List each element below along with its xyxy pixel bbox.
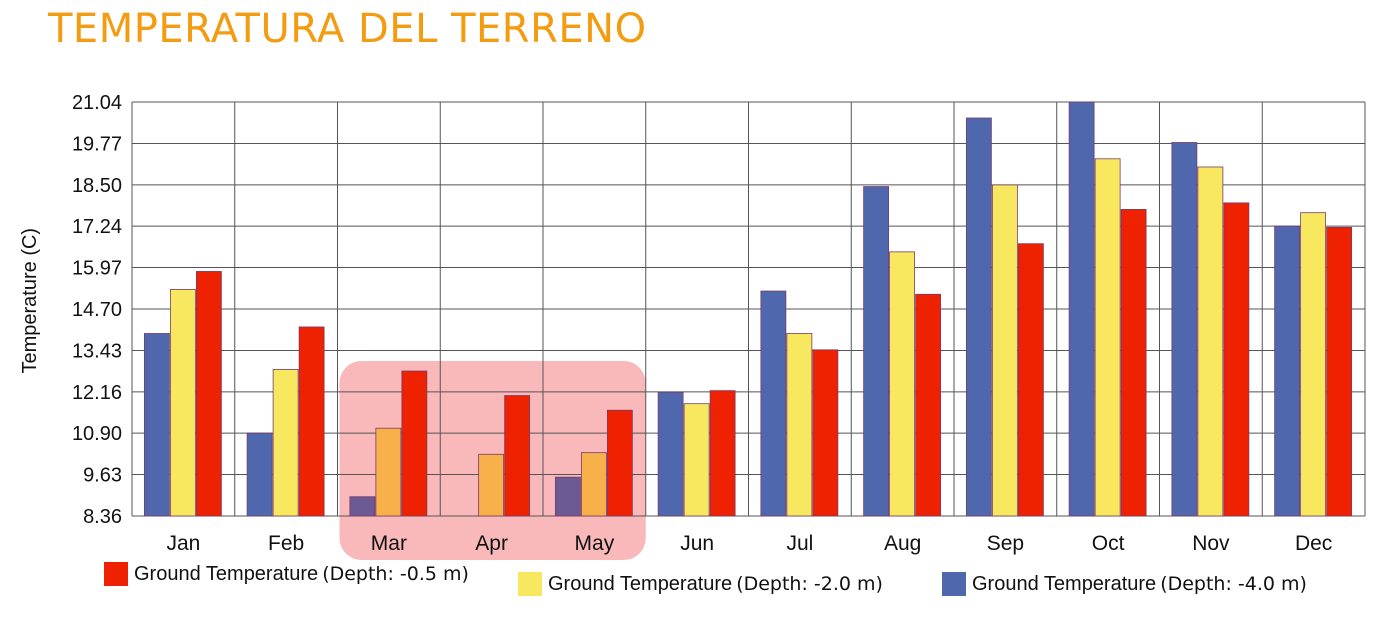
x-tick-label: Dec xyxy=(1295,532,1332,555)
bar-may-depth-2-0 xyxy=(580,452,607,517)
y-tick-label: 21.04 xyxy=(72,92,122,114)
bar-may-depth-4-0 xyxy=(554,476,581,517)
bar-nov-depth-0-5 xyxy=(1223,202,1250,517)
legend-label: Ground Temperature xyxy=(972,572,1157,595)
y-tick-label: 12.16 xyxy=(72,382,122,404)
bar-jan-depth-2-0 xyxy=(169,289,196,517)
legend-label: Ground Temperature xyxy=(548,572,733,595)
bar-aug-depth-4-0 xyxy=(863,186,890,517)
bar-feb-depth-0-5 xyxy=(298,326,325,517)
bar-jun-depth-0-5 xyxy=(709,390,736,517)
bar-jun-depth-4-0 xyxy=(657,391,684,517)
y-tick-label: 13.43 xyxy=(72,340,122,362)
x-tick-label: Nov xyxy=(1192,532,1230,555)
bar-may-depth-0-5 xyxy=(606,409,633,517)
bar-oct-depth-2-0 xyxy=(1094,158,1121,517)
x-tick-labels: Jan Feb Mar Apr May Jun Jul Aug Sep Oct Nov Dec xyxy=(166,532,1332,555)
legend-depth: (Depth: -0.5 m) xyxy=(322,563,469,585)
bar-jan-depth-4-0 xyxy=(143,333,170,517)
x-tick-label: Apr xyxy=(475,532,508,555)
bar-jul-depth-0-5 xyxy=(812,349,839,517)
legend-item-depth-2-0: Ground Temperature (Depth: -2.0 m) xyxy=(518,572,883,596)
x-tick-label: Jun xyxy=(680,532,714,555)
x-tick-label: Jan xyxy=(166,532,200,555)
y-tick-label: 18.50 xyxy=(72,175,122,197)
bar-aug-depth-0-5 xyxy=(915,293,942,517)
bar-dec-depth-2-0 xyxy=(1300,212,1327,517)
y-axis-label: Temperature (C) xyxy=(19,228,41,374)
bar-apr-depth-0-5 xyxy=(504,395,531,517)
y-tick-label: 15.97 xyxy=(72,258,122,280)
bar-oct-depth-4-0 xyxy=(1068,101,1095,517)
x-tick-label: Jul xyxy=(786,532,813,555)
bar-nov-depth-4-0 xyxy=(1171,142,1198,517)
bar-mar-depth-0-5 xyxy=(401,370,428,517)
x-tick-label: Aug xyxy=(884,532,921,555)
x-tick-label: Sep xyxy=(987,532,1024,555)
page-title: TEMPERATURA DEL TERRENO xyxy=(48,6,647,52)
y-tick-label: 19.77 xyxy=(72,133,122,155)
y-tick-label: 10.90 xyxy=(72,423,122,445)
bar-apr-depth-2-0 xyxy=(478,453,505,517)
bars xyxy=(143,101,1353,517)
legend-swatch-yellow xyxy=(518,572,542,596)
bar-mar-depth-2-0 xyxy=(375,427,402,517)
bar-dec-depth-0-5 xyxy=(1326,226,1353,517)
y-tick-label: 9.63 xyxy=(83,465,122,487)
bar-nov-depth-2-0 xyxy=(1197,166,1224,517)
bar-feb-depth-4-0 xyxy=(246,432,273,517)
bar-sep-depth-2-0 xyxy=(991,184,1018,517)
x-tick-label: May xyxy=(575,532,615,555)
y-tick-labels: 21.04 19.77 18.50 17.24 15.97 14.70 13.43 12.16… xyxy=(72,92,122,528)
bar-sep-depth-0-5 xyxy=(1017,243,1044,517)
x-tick-label: Feb xyxy=(268,532,304,555)
y-tick-label: 17.24 xyxy=(72,216,122,238)
y-tick-label: 14.70 xyxy=(72,299,122,321)
bar-dec-depth-4-0 xyxy=(1274,225,1301,517)
grid xyxy=(131,101,1366,517)
bar-jan-depth-0-5 xyxy=(195,271,222,517)
legend-item-depth-4-0: Ground Temperature (Depth: -4.0 m) xyxy=(942,572,1307,596)
bar-jun-depth-2-0 xyxy=(683,403,710,517)
legend-label: Ground Temperature xyxy=(134,562,319,585)
legend-depth: (Depth: -2.0 m) xyxy=(736,573,883,595)
y-tick-label: 8.36 xyxy=(83,506,122,528)
legend-item-depth-0-5: Ground Temperature (Depth: -0.5 m) xyxy=(104,562,469,586)
bar-feb-depth-2-0 xyxy=(272,369,299,517)
bar-aug-depth-2-0 xyxy=(889,251,916,517)
x-tick-label: Mar xyxy=(371,532,407,555)
legend-swatch-red xyxy=(104,562,128,586)
bar-sep-depth-4-0 xyxy=(965,117,992,517)
legend-swatch-blue xyxy=(942,572,966,596)
bar-jul-depth-4-0 xyxy=(760,290,787,517)
bar-oct-depth-0-5 xyxy=(1120,209,1147,517)
x-tick-label: Oct xyxy=(1092,532,1125,555)
legend-depth: (Depth: -4.0 m) xyxy=(1160,573,1307,595)
bar-jul-depth-2-0 xyxy=(786,333,813,517)
bar-mar-depth-4-0 xyxy=(349,496,376,517)
